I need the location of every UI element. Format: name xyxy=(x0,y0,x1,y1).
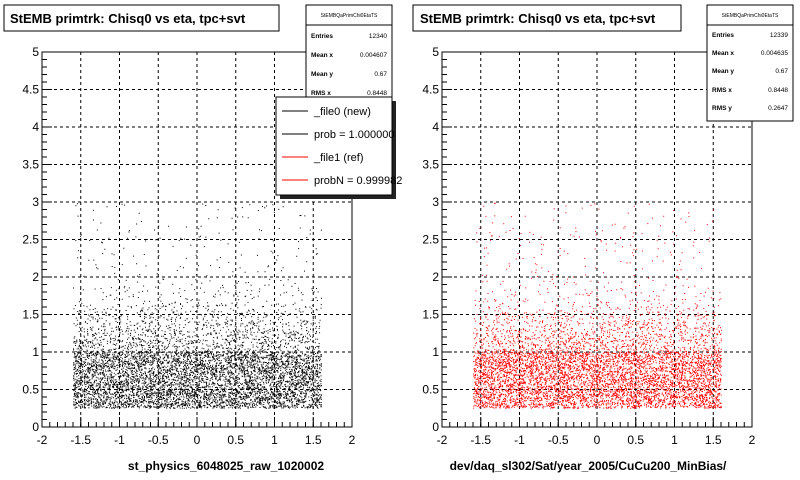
right-title-box xyxy=(412,4,682,32)
y-tick-label: 0 xyxy=(432,420,439,434)
left-title-box xyxy=(3,4,280,32)
x-tick-label: -1.5 xyxy=(70,433,91,447)
x-tick-label: 1.5 xyxy=(705,433,722,447)
x-tick-label: 1 xyxy=(671,433,678,447)
y-tick-label: 2 xyxy=(432,270,439,284)
right-panel: -2 -1.5 -1 -0.5 0 0.5 1 1.5 2 0 0.5 1 1.5 2 2.5 3 3.5 4 4.… xyxy=(412,4,794,473)
y-tick-label: 4.5 xyxy=(22,83,39,97)
x-tick-label: -1 xyxy=(514,433,525,447)
y-tick-label: 2 xyxy=(32,270,39,284)
right-stats-rms-x-label: RMS x xyxy=(712,87,732,94)
y-tick-label: 1 xyxy=(432,345,439,359)
right-grid xyxy=(442,52,752,427)
x-tick-label: 1 xyxy=(271,433,278,447)
y-tick-label: 5 xyxy=(32,45,39,59)
right-axis-ticks: -2 -1.5 -1 -0.5 0 0.5 1 1.5 2 0 0.5 1 1.5 2 2.5 3 3.5 4 4.… xyxy=(422,45,755,447)
x-tick-label: 0.5 xyxy=(627,433,644,447)
right-stats-name: StEMBQaPrimChi0EtaTS xyxy=(722,13,779,19)
left-stats-mean-y-value: 0.67 xyxy=(374,71,387,78)
legend-entry-prob: prob = 1.000000 xyxy=(314,129,394,141)
x-tick-label: -2 xyxy=(437,433,448,447)
y-tick-label: 0 xyxy=(32,420,39,434)
y-tick-label: 2.5 xyxy=(22,233,39,247)
y-tick-label: 3.5 xyxy=(22,158,39,172)
x-tick-label: 0.5 xyxy=(227,433,244,447)
right-stats-entries-value: 12339 xyxy=(770,32,788,39)
right-x-axis-label: dev/daq_sl302/Sat/year_2005/CuCu200_MinB… xyxy=(450,459,727,473)
y-tick-label: 0.5 xyxy=(22,383,39,397)
right-stats-rms-x-value: 0.8448 xyxy=(768,87,788,94)
left-stats-rms-x-label: RMS x xyxy=(311,90,331,97)
right-stats-box: StEMBQaPrimChi0EtaTS Entries 12339 Mean … xyxy=(706,4,794,122)
x-tick-label: 1.5 xyxy=(305,433,322,447)
left-x-axis-label: st_physics_6048025_raw_1020002 xyxy=(128,459,324,473)
right-stats-mean-y-label: Mean y xyxy=(712,68,734,75)
left-stats-name: StEMBQaPrimChi0EtaTS xyxy=(321,13,378,19)
scatter-points xyxy=(473,202,722,409)
y-tick-label: 4 xyxy=(432,120,439,134)
left-axis-ticks: -2 -1.5 -1 -0.5 0 0.5 1 1.5 2 0 0.5 1 1.5 2 2.5 3 3.5 4 4.… xyxy=(22,45,355,447)
y-tick-label: 5 xyxy=(432,45,439,59)
x-tick-label: -2 xyxy=(37,433,48,447)
left-chart-title: StEMB primtrk: Chisq0 vs eta, tpc+svt xyxy=(10,11,246,26)
legend: _file0 (new) prob = 1.000000 _file1 (ref… xyxy=(275,96,402,199)
y-tick-label: 1 xyxy=(32,345,39,359)
y-tick-label: 4 xyxy=(32,120,39,134)
y-tick-label: 0.5 xyxy=(422,383,439,397)
x-tick-label: 0 xyxy=(194,433,201,447)
left-stats-mean-x-label: Mean x xyxy=(311,52,333,59)
x-tick-label: -1 xyxy=(114,433,125,447)
left-panel: -2 -1.5 -1 -0.5 0 0.5 1 1.5 2 0 0.5 1 1.5 2 2.5 3 3.5 4 4.… xyxy=(3,4,402,473)
left-stats-entries-value: 12340 xyxy=(369,33,387,40)
left-stats-mean-y-label: Mean y xyxy=(311,71,333,78)
right-stats-rms-y-label: RMS y xyxy=(712,105,732,112)
x-tick-label: 2 xyxy=(349,433,356,447)
x-tick-label: 2 xyxy=(749,433,756,447)
x-tick-label: -1.5 xyxy=(470,433,491,447)
y-tick-label: 4.5 xyxy=(422,83,439,97)
right-stats-mean-x-value: 0.004635 xyxy=(761,50,788,57)
legend-entry-probn: probN = 0.999982 xyxy=(314,175,402,187)
right-scatter-points xyxy=(473,202,722,409)
y-tick-label: 3.5 xyxy=(422,158,439,172)
right-stats-entries-label: Entries xyxy=(712,32,734,39)
y-tick-label: 3 xyxy=(432,195,439,209)
y-tick-label: 1.5 xyxy=(22,308,39,322)
y-tick-label: 2.5 xyxy=(422,233,439,247)
x-tick-label: -0.5 xyxy=(548,433,569,447)
right-stats-rms-y-value: 0.2647 xyxy=(768,105,788,112)
y-tick-label: 3 xyxy=(32,195,39,209)
left-stats-entries-label: Entries xyxy=(311,33,333,40)
scatter-points xyxy=(73,203,322,409)
x-tick-label: 0 xyxy=(594,433,601,447)
right-stats-mean-x-label: Mean x xyxy=(712,50,734,57)
left-scatter-points xyxy=(73,203,322,409)
x-tick-label: -0.5 xyxy=(148,433,169,447)
right-stats-mean-y-value: 0.67 xyxy=(775,68,788,75)
legend-entry-file1: _file1 (ref) xyxy=(313,152,364,164)
right-chart-title: StEMB primtrk: Chisq0 vs eta, tpc+svt xyxy=(420,11,656,26)
legend-entry-file0: _file0 (new) xyxy=(313,106,371,118)
left-stats-rms-x-value: 0.8448 xyxy=(367,90,387,97)
left-stats-mean-x-value: 0.004607 xyxy=(360,52,387,59)
y-tick-label: 1.5 xyxy=(422,308,439,322)
